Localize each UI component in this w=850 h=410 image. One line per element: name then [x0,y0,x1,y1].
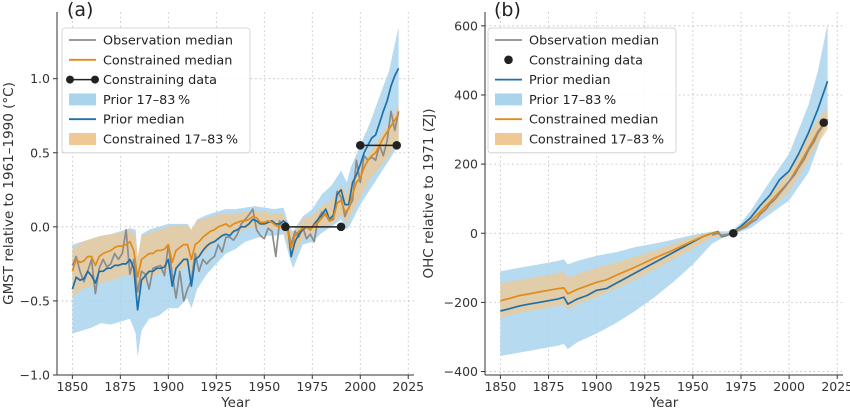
x-tick-label: 1850 [484,379,516,394]
y-tick-label: −1.0 [20,368,50,383]
legend-label: Constrained median [529,113,658,128]
constraining-point [281,222,290,232]
x-axis-title: Year [649,395,679,410]
legend-box [61,27,251,154]
y-tick-label: 1.0 [30,71,50,86]
legend-label: Constraining data [529,53,643,68]
y-axis-title: GMST relative to 1961–1990 (°C) [1,82,17,305]
y-tick-label: 400 [454,87,478,102]
y-tick-label: −0.5 [20,293,50,308]
legend-label: Prior 17–83 % [103,93,190,108]
legend-label: Constrained median [103,53,232,68]
y-tick-label: −200 [444,295,478,310]
x-tick-label: 1850 [56,379,88,394]
plot-area [71,26,400,358]
legend-marker-swatch [91,75,99,84]
x-tick-label: 1875 [533,379,565,394]
x-tick-label: 1975 [725,379,757,394]
constraining-point [819,118,829,127]
legend-label: Constrained 17–83 % [529,133,664,148]
constraining-point [355,141,365,150]
y-tick-label: 0 [470,226,478,241]
y-tick-label: 600 [454,18,478,33]
panel-label: (b) [494,0,521,21]
legend-label: Prior median [529,73,610,88]
y-tick-label: 0.0 [30,219,50,234]
legend-label: Constraining data [103,73,217,88]
panel-label: (a) [67,0,93,21]
x-tick-label: 1950 [248,379,280,394]
x-tick-label: 1900 [152,379,184,394]
x-tick-label: 2025 [392,379,424,394]
prior-median-line [71,67,400,311]
legend: Observation median Constraining data Prior… [487,27,677,154]
x-tick-label: 1925 [629,379,661,394]
legend-label: Prior median [103,113,184,128]
panel-a: 1850 1875 1900 1925 1950 1975 2000 2025 −1.0 −0.5… [1,0,424,410]
constrained-median-line [71,113,400,279]
legend-label: Prior 17–83 % [529,93,616,108]
x-tick-label: 2025 [821,379,850,394]
x-tick-label: 2000 [344,379,376,394]
constrained-median-line [500,118,829,302]
legend-patch-swatch [69,93,96,106]
y-tick-label: −400 [444,364,478,379]
x-tick-label: 2000 [773,379,805,394]
x-tick-label: 1900 [581,379,613,394]
legend-patch-swatch [495,133,522,145]
y-tick-label: 200 [454,157,478,172]
legend-patch-swatch [69,133,96,145]
x-tick-label: 1975 [296,379,328,394]
panel-b: 1850 1875 1900 1925 1950 1975 2000 2025−400−200… [421,0,850,410]
legend-marker-swatch [66,75,74,84]
y-tick-label: 0.5 [30,145,50,160]
legend: Observation median Constrained median Cons… [61,27,251,154]
x-tick-label: 1925 [200,379,232,394]
legend-patch-swatch [495,93,522,106]
x-tick-label: 1950 [677,379,709,394]
legend-label: Observation median [529,34,659,49]
constraining-point [728,228,738,238]
constraining-point [392,141,402,150]
legend-label: Observation median [103,34,233,49]
legend-label: Constrained 17–83 % [103,133,238,148]
constraining-point [336,222,346,232]
observation-median-line [71,110,400,302]
legend-box [487,27,677,154]
legend-marker-swatch [504,55,513,65]
prior-median-line [500,80,829,312]
x-tick-label: 1875 [104,379,136,394]
x-axis-title: Year [220,395,250,410]
y-axis-title: OHC relative to 1971 (ZJ) [421,109,437,279]
